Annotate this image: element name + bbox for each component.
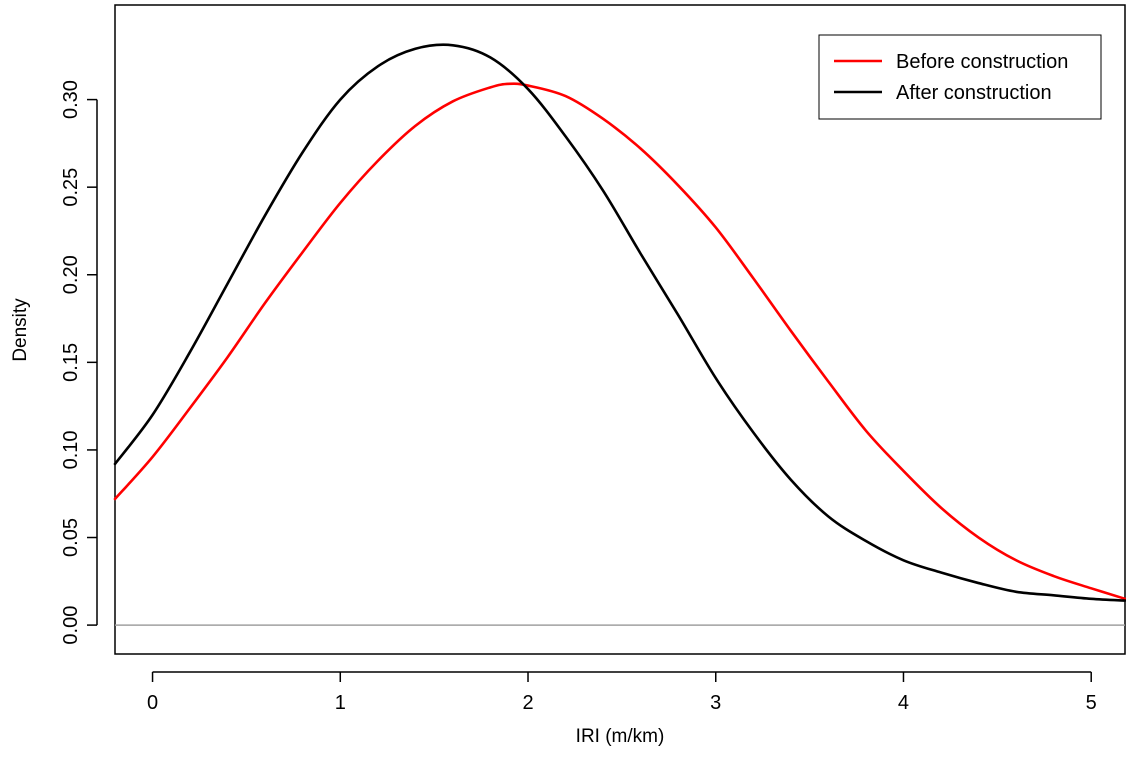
y-tick-label: 0.15 — [60, 343, 82, 382]
legend-label-after: After construction — [896, 82, 1052, 104]
y-tick-label: 0.30 — [60, 80, 82, 119]
x-tick-label: 2 — [522, 692, 533, 714]
x-tick-label: 1 — [335, 692, 346, 714]
x-tick-label: 0 — [147, 692, 158, 714]
plot-frame — [114, 4, 1126, 655]
x-axis-title: IRI (m/km) — [576, 726, 665, 747]
y-tick-label: 0.00 — [60, 606, 82, 645]
series-line-after — [113, 43, 1126, 602]
y-axis-title: Density — [10, 298, 31, 362]
y-tick-label: 0.05 — [60, 518, 82, 557]
x-axis: 0 1 2 3 4 5 — [147, 671, 1097, 714]
y-tick-label: 0.25 — [60, 168, 82, 207]
series-layer — [113, 43, 1126, 602]
legend-label-before: Before construction — [896, 51, 1068, 73]
y-tick-label: 0.10 — [60, 430, 82, 469]
y-axis: 0.00 0.05 0.10 0.15 0.20 0.25 0.30 — [60, 80, 98, 645]
series-line-before — [113, 82, 1126, 601]
x-tick-label: 3 — [710, 692, 721, 714]
x-tick-label: 5 — [1086, 692, 1097, 714]
legend-box — [818, 34, 1102, 120]
y-tick-label: 0.20 — [60, 255, 82, 294]
x-tick-label: 4 — [898, 692, 909, 714]
legend: Before construction After construction — [818, 34, 1102, 120]
